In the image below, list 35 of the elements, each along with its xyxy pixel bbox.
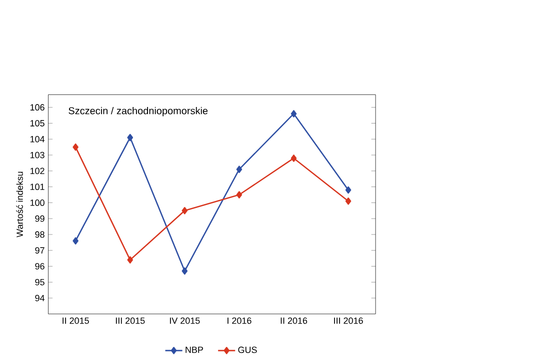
y-tick-label: 105 [30, 120, 44, 127]
x-tick-label: I 2016 [228, 318, 252, 324]
point [182, 268, 188, 275]
legend-label: NBP [186, 346, 203, 354]
y-tick-label: 101 [30, 184, 44, 190]
point [236, 191, 242, 199]
point [72, 237, 78, 245]
y-tick-label: 94 [35, 295, 45, 302]
y-tick-label: 97 [35, 247, 44, 254]
point [127, 256, 134, 264]
y-tick-label: 106 [30, 104, 44, 111]
point [182, 207, 188, 214]
point [290, 154, 297, 162]
x-tick-label: III 2016 [334, 318, 363, 324]
point [345, 198, 352, 205]
point [127, 134, 134, 142]
y-tick-label: 98 [35, 231, 44, 238]
y-tick-label: 104 [30, 136, 45, 142]
y-tick-label: 96 [35, 263, 44, 270]
x-tick-label: II 2016 [280, 318, 308, 324]
y-tick-label: 95 [35, 279, 44, 286]
text: Szczecin / zachodniopomorskie [68, 107, 208, 116]
y-tick-label: 103 [30, 152, 44, 158]
point [345, 186, 352, 194]
point [72, 144, 78, 151]
y-tick-label: 99 [35, 216, 44, 222]
x-tick-label: II 2015 [62, 318, 89, 324]
y-tick-label: 100 [30, 200, 44, 206]
point [290, 110, 297, 118]
legend-label: GUS [238, 346, 257, 354]
y-tick-label: 102 [30, 168, 44, 174]
point [236, 166, 242, 174]
x-tick-label: IV 2015 [170, 318, 200, 324]
y-axis-title: Wartość indeksu [16, 172, 23, 238]
x-tick-label: III 2015 [116, 318, 145, 324]
